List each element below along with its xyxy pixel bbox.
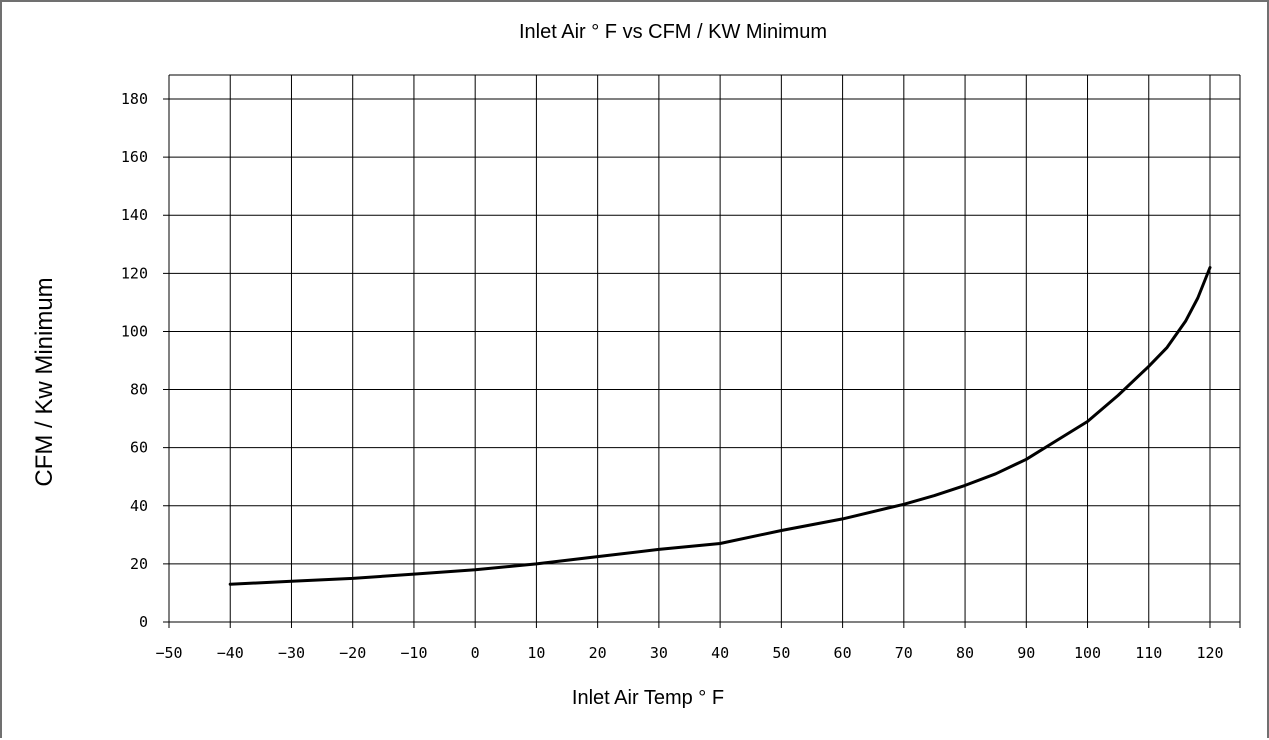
y-tick-label: 180 [121, 90, 148, 108]
x-tick-labels: −50 −40 −30 −20 −10 0 10 20 30 40 50 60 70 80 90 100 110… [155, 644, 1223, 662]
y-tick-label: 140 [121, 206, 148, 224]
x-tick-label: 40 [711, 644, 729, 662]
y-tick-label: 20 [130, 555, 148, 573]
x-tick-label: 20 [589, 644, 607, 662]
tick-marks [168, 622, 1241, 628]
x-tick-label: −20 [339, 644, 366, 662]
y-tick-label: 80 [130, 381, 148, 399]
y-tick-label: 120 [121, 264, 148, 282]
x-tick-label: 70 [895, 644, 913, 662]
x-tick-label: −10 [400, 644, 427, 662]
x-tick-label: −30 [278, 644, 305, 662]
series [228, 266, 1212, 586]
y-tick-label: 40 [130, 497, 148, 515]
y-axis-label: CFM / Kw Minimum [31, 277, 58, 486]
x-axis-label: Inlet Air Temp ° F [572, 687, 724, 709]
y-tick-label: 160 [121, 148, 148, 166]
x-tick-label: 90 [1017, 644, 1035, 662]
y-tick-labels: 0 20 40 60 80 100 120 140 160 180 [121, 90, 148, 631]
x-tick-label: −40 [217, 644, 244, 662]
x-tick-label: 110 [1135, 644, 1162, 662]
series-line [228, 266, 1212, 586]
y-tick-label: 60 [130, 439, 148, 457]
x-tick-label: 10 [527, 644, 545, 662]
x-tick-label: 50 [772, 644, 790, 662]
x-tick-label: 120 [1196, 644, 1223, 662]
x-tick-label: 60 [834, 644, 852, 662]
x-tick-label: 80 [956, 644, 974, 662]
x-tick-label: 0 [471, 644, 480, 662]
y-tick-label: 0 [139, 613, 148, 631]
y-tick-label: 100 [121, 322, 148, 340]
x-tick-label: 100 [1074, 644, 1101, 662]
x-tick-label: 30 [650, 644, 668, 662]
chart-title: Inlet Air ° F vs CFM / KW Minimum [519, 21, 827, 43]
x-tick-label: −50 [155, 644, 182, 662]
